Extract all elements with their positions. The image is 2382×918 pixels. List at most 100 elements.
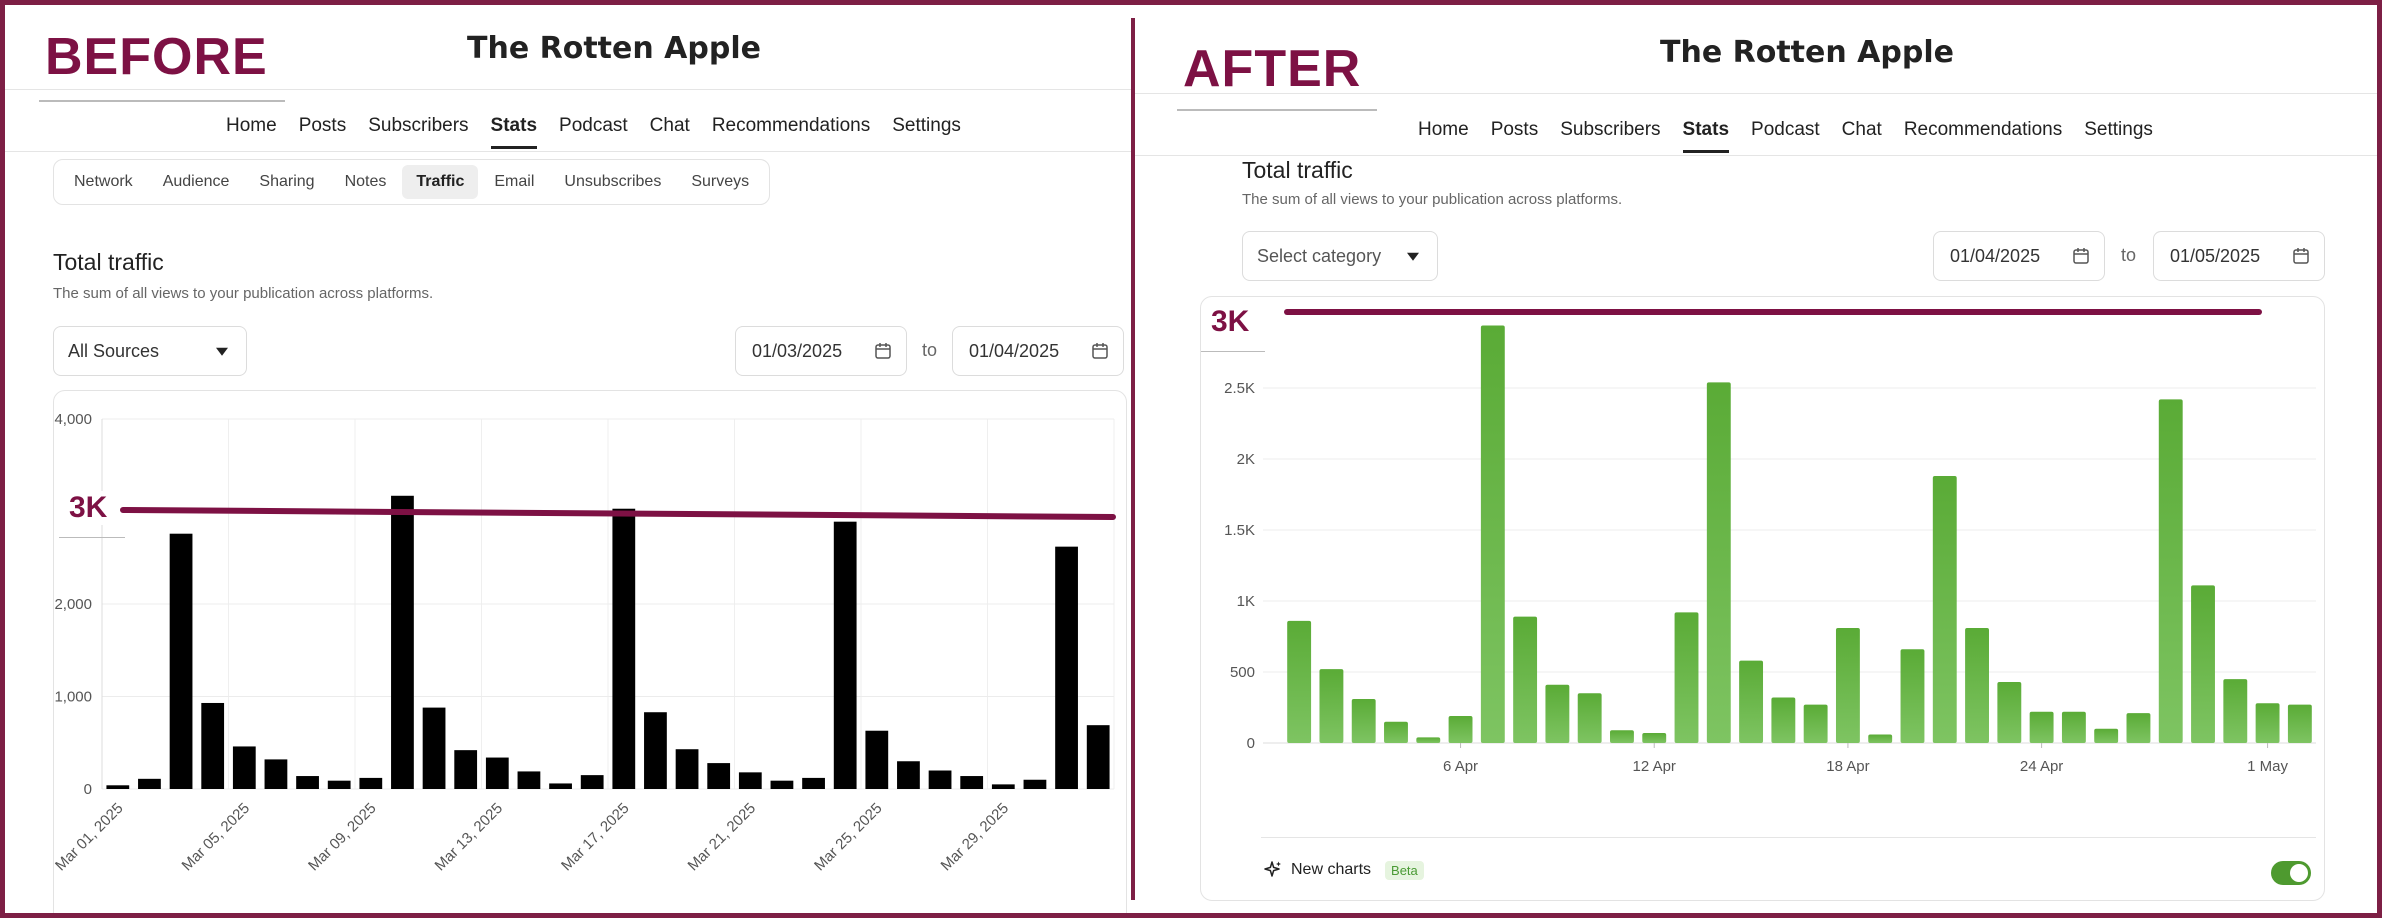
- bar[interactable]: [1610, 730, 1634, 743]
- bar[interactable]: [2158, 399, 2183, 743]
- nav-subscribers[interactable]: Subscribers: [368, 115, 469, 136]
- subtab-network[interactable]: Network: [74, 173, 133, 190]
- bar[interactable]: [1900, 649, 1925, 743]
- bar[interactable]: [517, 771, 541, 789]
- bar[interactable]: [2223, 679, 2248, 743]
- bar[interactable]: [1706, 382, 1731, 743]
- bar[interactable]: [169, 533, 193, 789]
- bar[interactable]: [422, 707, 446, 789]
- bar[interactable]: [738, 772, 762, 789]
- y-tick-label: 1.5K: [1224, 522, 1255, 539]
- bar[interactable]: [833, 521, 857, 789]
- bar[interactable]: [2287, 704, 2312, 743]
- bar[interactable]: [802, 777, 825, 789]
- bar[interactable]: [1997, 681, 2022, 743]
- subtab-unsubscribes[interactable]: Unsubscribes: [564, 173, 662, 190]
- bar[interactable]: [296, 776, 319, 789]
- bar[interactable]: [2094, 728, 2119, 743]
- bar[interactable]: [1384, 721, 1408, 743]
- bar[interactable]: [1055, 546, 1078, 789]
- bar[interactable]: [1086, 725, 1110, 789]
- bar[interactable]: [2126, 713, 2151, 743]
- bar[interactable]: [1287, 620, 1312, 743]
- nav-chat[interactable]: Chat: [1841, 119, 1882, 140]
- nav-posts[interactable]: Posts: [298, 115, 347, 136]
- bar[interactable]: [1448, 716, 1473, 743]
- subtab-audience[interactable]: Audience: [162, 173, 230, 190]
- nav-recommendations[interactable]: Recommendations: [711, 115, 871, 136]
- bar[interactable]: [138, 778, 161, 789]
- bar[interactable]: [1803, 704, 1828, 743]
- nav-stats[interactable]: Stats: [1672, 113, 1740, 153]
- y-tick-label: 500: [1230, 664, 1255, 681]
- before-label: BEFORE: [45, 28, 268, 86]
- source-select[interactable]: All Sources: [53, 326, 247, 376]
- bar[interactable]: [232, 746, 256, 789]
- subtab-notes[interactable]: Notes: [344, 173, 387, 190]
- bar[interactable]: [644, 712, 667, 789]
- nav-chat[interactable]: Chat: [649, 115, 690, 136]
- bar[interactable]: [1771, 697, 1796, 743]
- bar[interactable]: [264, 759, 288, 789]
- bar[interactable]: [1674, 612, 1699, 743]
- bar[interactable]: [2029, 711, 2054, 743]
- bar[interactable]: [201, 702, 225, 789]
- bar[interactable]: [960, 776, 984, 789]
- bar[interactable]: [1023, 779, 1047, 789]
- bar[interactable]: [1739, 660, 1764, 743]
- nav-subscribers[interactable]: Subscribers: [1560, 119, 1661, 140]
- bar[interactable]: [1351, 698, 1376, 743]
- bar[interactable]: [1642, 733, 1667, 743]
- date-to-input[interactable]: 01/05/2025: [2153, 231, 2325, 281]
- bar[interactable]: [1513, 616, 1538, 743]
- bar[interactable]: [1319, 669, 1344, 743]
- nav-settings[interactable]: Settings: [892, 115, 961, 136]
- bar[interactable]: [1868, 734, 1893, 743]
- bar[interactable]: [580, 775, 604, 789]
- bar[interactable]: [391, 495, 414, 789]
- bar[interactable]: [928, 770, 952, 790]
- subtab-email[interactable]: Email: [494, 173, 535, 190]
- bar[interactable]: [2255, 703, 2280, 743]
- bar[interactable]: [359, 777, 383, 789]
- bar[interactable]: [549, 783, 572, 789]
- bar[interactable]: [612, 508, 636, 789]
- new-charts-toggle[interactable]: [2271, 861, 2311, 885]
- category-select[interactable]: Select category: [1242, 231, 1438, 281]
- bar[interactable]: [707, 763, 731, 789]
- subtab-surveys[interactable]: Surveys: [691, 173, 750, 190]
- nav-recommendations[interactable]: Recommendations: [1903, 119, 2063, 140]
- nav-stats[interactable]: Stats: [480, 109, 548, 149]
- bar[interactable]: [485, 757, 509, 789]
- date-from-input[interactable]: 01/04/2025: [1933, 231, 2105, 281]
- bar[interactable]: [991, 784, 1015, 789]
- subtab-traffic[interactable]: Traffic: [402, 165, 479, 199]
- date-from-input[interactable]: 01/03/2025: [735, 326, 907, 376]
- x-tick-label: 6 Apr: [1443, 758, 1478, 775]
- nav-settings[interactable]: Settings: [2084, 119, 2153, 140]
- bar[interactable]: [106, 785, 130, 789]
- date-to-input[interactable]: 01/04/2025: [952, 326, 1124, 376]
- bar[interactable]: [1416, 737, 1441, 743]
- bar[interactable]: [897, 761, 920, 789]
- bar[interactable]: [2191, 585, 2215, 743]
- nav-posts[interactable]: Posts: [1490, 119, 1539, 140]
- bar[interactable]: [1835, 627, 1860, 743]
- bar[interactable]: [2061, 711, 2086, 743]
- nav-home[interactable]: Home: [1418, 119, 1469, 140]
- bar[interactable]: [1577, 693, 1602, 743]
- bar[interactable]: [454, 750, 478, 789]
- bar[interactable]: [770, 780, 794, 789]
- bar[interactable]: [1545, 684, 1570, 743]
- nav-podcast[interactable]: Podcast: [1751, 119, 1820, 140]
- bar[interactable]: [327, 780, 351, 789]
- bar[interactable]: [1932, 476, 1957, 743]
- subtab-sharing[interactable]: Sharing: [259, 173, 315, 190]
- bar[interactable]: [1965, 627, 1989, 743]
- nav-home[interactable]: Home: [226, 115, 277, 136]
- nav-podcast[interactable]: Podcast: [559, 115, 628, 136]
- bar[interactable]: [675, 749, 699, 789]
- bar[interactable]: [865, 730, 889, 789]
- bar[interactable]: [1480, 325, 1505, 743]
